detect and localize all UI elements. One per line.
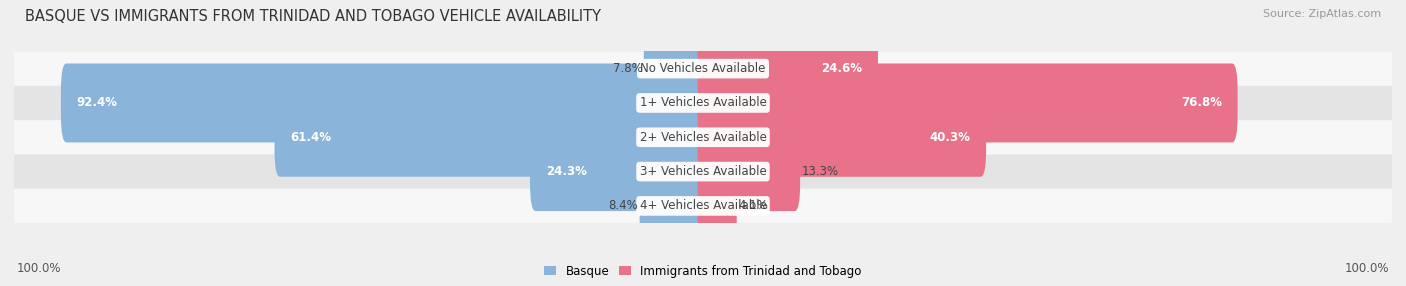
FancyBboxPatch shape bbox=[697, 98, 986, 177]
Text: 3+ Vehicles Available: 3+ Vehicles Available bbox=[640, 165, 766, 178]
FancyBboxPatch shape bbox=[530, 132, 709, 211]
FancyBboxPatch shape bbox=[697, 132, 800, 211]
FancyBboxPatch shape bbox=[14, 120, 1392, 154]
FancyBboxPatch shape bbox=[14, 155, 1392, 188]
Text: 100.0%: 100.0% bbox=[17, 262, 62, 275]
Legend: Basque, Immigrants from Trinidad and Tobago: Basque, Immigrants from Trinidad and Tob… bbox=[540, 260, 866, 282]
Text: 24.6%: 24.6% bbox=[821, 62, 862, 75]
Text: 24.3%: 24.3% bbox=[546, 165, 586, 178]
Text: 76.8%: 76.8% bbox=[1181, 96, 1222, 110]
Text: 7.8%: 7.8% bbox=[613, 62, 643, 75]
FancyBboxPatch shape bbox=[274, 98, 709, 177]
Text: 1+ Vehicles Available: 1+ Vehicles Available bbox=[640, 96, 766, 110]
Text: 61.4%: 61.4% bbox=[290, 131, 332, 144]
Text: Source: ZipAtlas.com: Source: ZipAtlas.com bbox=[1263, 9, 1381, 19]
FancyBboxPatch shape bbox=[14, 86, 1392, 120]
Text: 2+ Vehicles Available: 2+ Vehicles Available bbox=[640, 131, 766, 144]
Text: 8.4%: 8.4% bbox=[609, 199, 638, 212]
FancyBboxPatch shape bbox=[60, 63, 709, 142]
FancyBboxPatch shape bbox=[697, 29, 877, 108]
Text: 40.3%: 40.3% bbox=[929, 131, 970, 144]
Text: 4+ Vehicles Available: 4+ Vehicles Available bbox=[640, 199, 766, 212]
Text: BASQUE VS IMMIGRANTS FROM TRINIDAD AND TOBAGO VEHICLE AVAILABILITY: BASQUE VS IMMIGRANTS FROM TRINIDAD AND T… bbox=[25, 9, 602, 23]
FancyBboxPatch shape bbox=[14, 52, 1392, 86]
FancyBboxPatch shape bbox=[14, 189, 1392, 223]
FancyBboxPatch shape bbox=[640, 166, 709, 245]
FancyBboxPatch shape bbox=[644, 29, 709, 108]
Text: 4.1%: 4.1% bbox=[738, 199, 768, 212]
Text: No Vehicles Available: No Vehicles Available bbox=[640, 62, 766, 75]
FancyBboxPatch shape bbox=[697, 166, 737, 245]
Text: 92.4%: 92.4% bbox=[77, 96, 118, 110]
FancyBboxPatch shape bbox=[697, 63, 1237, 142]
Text: 13.3%: 13.3% bbox=[801, 165, 838, 178]
Text: 100.0%: 100.0% bbox=[1344, 262, 1389, 275]
